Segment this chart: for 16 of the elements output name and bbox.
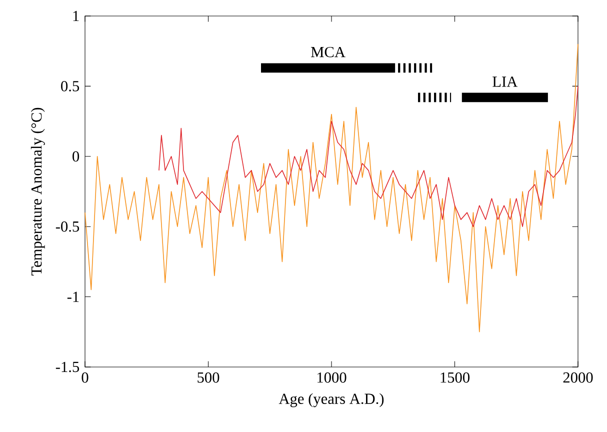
series-label: LIA — [492, 76, 518, 87]
y-tick-label: 1 — [73, 10, 79, 22]
x-tick-label: 1000 — [318, 372, 346, 383]
y-tick-label: -0.5 — [56, 221, 80, 232]
line-series — [84, 44, 578, 332]
series-label: MCA — [311, 46, 346, 58]
y-tick-label: 0.5 — [61, 81, 80, 92]
x-axis-title: Age (years A.D.) — [278, 393, 384, 408]
x-tick-label: 0 — [82, 372, 88, 383]
x-tick-label: 500 — [198, 372, 220, 383]
x-tick-label: 2000 — [563, 372, 593, 383]
y-axis-title: Temperature Anomaly (°C) — [30, 108, 45, 276]
y-tick-label: 0 — [72, 151, 80, 162]
y-tick-label: -1 — [67, 292, 79, 302]
x-tick-label: 1500 — [440, 372, 470, 383]
y-tick-label: -1.5 — [56, 362, 80, 372]
